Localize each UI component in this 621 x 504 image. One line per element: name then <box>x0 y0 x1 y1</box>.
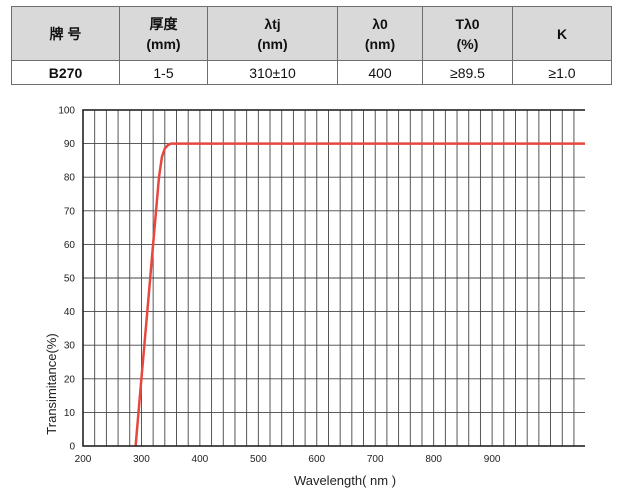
spec-table: 牌 号 厚度 (mm) λtj (nm) λ0 (nm) Tλ0 (%) K B270 … <box>11 6 612 85</box>
y-tick-label: 10 <box>64 408 76 419</box>
header-cutoff: λtj (nm) <box>207 6 338 61</box>
cell-wavelength: 400 <box>337 60 423 85</box>
header-transmittance: Tλ0 (%) <box>422 6 513 61</box>
header-transmittance-label: Tλ0 <box>455 15 480 32</box>
cell-grade: B270 <box>11 60 120 85</box>
y-tick-label: 0 <box>69 442 75 453</box>
y-tick-label: 90 <box>64 139 76 150</box>
header-grade: 牌 号 <box>11 6 120 61</box>
table-row: B270 1-5 310±10 400 ≥89.5 ≥1.0 <box>11 60 612 85</box>
x-tick-label: 800 <box>425 454 442 465</box>
cell-cutoff: 310±10 <box>207 60 338 85</box>
y-axis-label: Transimitance(%) <box>44 333 59 434</box>
y-tick-label: 80 <box>64 173 76 184</box>
header-thickness-unit: (mm) <box>146 35 181 52</box>
y-tick-label: 50 <box>64 274 76 285</box>
transmittance-chart: 2003004005006007008009001100010203040506… <box>44 106 585 488</box>
header-wavelength-unit: (nm) <box>364 35 396 52</box>
series-line <box>134 142 585 447</box>
header-cutoff-label: λtj <box>264 15 281 32</box>
x-tick-label: 600 <box>308 454 325 465</box>
x-tick-label: 500 <box>250 454 267 465</box>
y-tick-label: 60 <box>64 240 76 251</box>
header-k-label: K <box>556 25 568 42</box>
cell-thickness: 1-5 <box>119 60 208 85</box>
x-tick-label: 700 <box>367 454 384 465</box>
x-tick-label: 900 <box>484 454 501 465</box>
header-thickness-label: 厚度 <box>149 15 178 32</box>
header-wavelength-label: λ0 <box>372 15 388 32</box>
y-tick-label: 100 <box>58 106 75 117</box>
header-thickness: 厚度 (mm) <box>119 6 208 61</box>
x-tick-label: 300 <box>133 454 150 465</box>
header-wavelength: λ0 (nm) <box>337 6 423 61</box>
x-tick-label: 200 <box>75 454 92 465</box>
spec-table-header: 牌 号 厚度 (mm) λtj (nm) λ0 (nm) Tλ0 (%) K <box>11 6 612 61</box>
header-k: K <box>512 6 612 61</box>
cell-k: ≥1.0 <box>512 60 612 85</box>
y-tick-label: 30 <box>64 341 76 352</box>
x-axis-label: Wavelength( nm ) <box>294 473 396 488</box>
header-cutoff-unit: (nm) <box>257 35 288 52</box>
y-tick-label: 40 <box>64 307 76 318</box>
y-tick-label: 20 <box>64 374 76 385</box>
tick-labels: 2003004005006007008009001100010203040506… <box>58 106 501 466</box>
plot-frame <box>82 109 585 447</box>
y-tick-label: 70 <box>64 206 76 217</box>
header-transmittance-unit: (%) <box>456 35 479 52</box>
header-grade-label: 牌 号 <box>49 25 82 42</box>
x-tick-label: 400 <box>192 454 209 465</box>
cell-transmittance: ≥89.5 <box>422 60 513 85</box>
